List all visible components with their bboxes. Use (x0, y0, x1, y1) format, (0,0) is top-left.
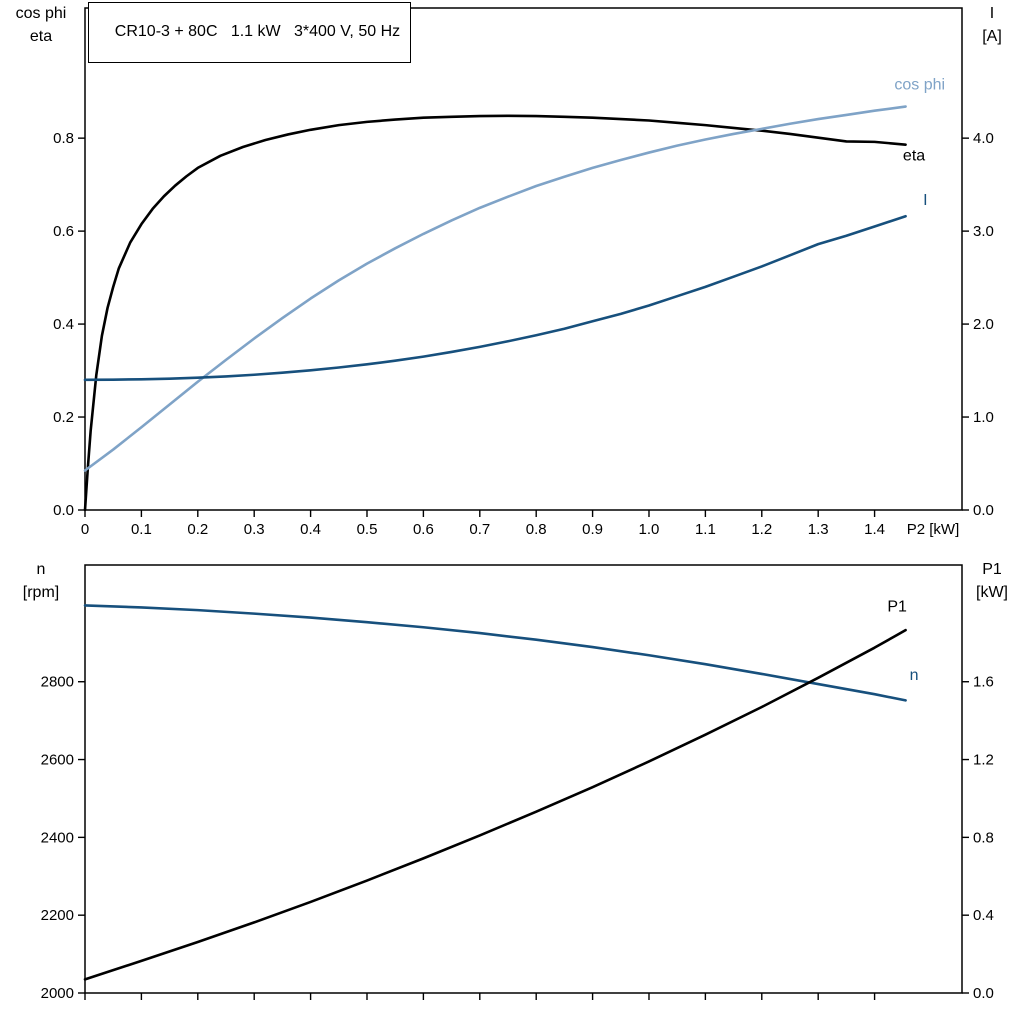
lower-left-axis-line1: n (36, 561, 46, 578)
upper-left-axis-label: cos phi eta (2, 2, 80, 48)
x-tick-label: 0.2 (187, 521, 208, 538)
series-cos_phi-curve (83, 105, 907, 472)
x-tick-label: 1.3 (808, 521, 829, 538)
series-eta-label: eta (903, 147, 925, 164)
left-tick-label: 0.4 (53, 316, 74, 333)
upper-chart-svg: 0 0.1 0.2 0.3 0.4 0.5 0.6 0.7 0.8 0.9 1.0 1.1 1.2 1.3… (53, 7, 994, 538)
x-tick-label: 1.0 (639, 521, 660, 538)
right-tick-label: 0.4 (973, 907, 994, 924)
series-cos_phi-label: cos phi (894, 76, 945, 93)
right-tick-label: 3.0 (973, 223, 994, 240)
lower-right-axis-label: P1 [kW] (964, 558, 1020, 604)
right-tick-label: 1.2 (973, 752, 994, 769)
left-tick-label: 2000 (41, 985, 74, 1002)
left-tick-label: 0.0 (53, 502, 74, 519)
series-I-label: I (923, 192, 927, 209)
x-tick-label: 0.6 (413, 521, 434, 538)
x-tick-label: 0.4 (300, 521, 321, 538)
x-tick-label: 1.1 (695, 521, 716, 538)
upper-right-axis-line2: [A] (982, 28, 1002, 45)
x-tick-label: 0.5 (357, 521, 378, 538)
plot-frame (84, 7, 963, 511)
plot-frame (84, 564, 963, 994)
right-tick-label: 4.0 (973, 130, 994, 147)
lower-right-axis-line1: P1 (982, 561, 1002, 578)
x-tick-label: 1.2 (751, 521, 772, 538)
lower-chart-svg: 2000 2200 2400 2600 2800 0.0 0.4 0.8 1.2 1.6 n P1 (41, 564, 994, 1002)
right-tick-label: 0.0 (973, 985, 994, 1002)
x-tick-label: 1.4 (864, 521, 885, 538)
x-axis-unit-label: P2 [kW] (907, 521, 960, 538)
series-P1-label: P1 (887, 599, 907, 616)
series-n-label: n (910, 667, 919, 684)
x-tick-label: 0 (81, 521, 89, 538)
left-tick-label: 0.2 (53, 409, 74, 426)
series-I-curve (83, 214, 907, 382)
upper-right-axis-label: I [A] (964, 2, 1020, 48)
right-tick-label: 2.0 (973, 316, 994, 333)
x-tick-label: 0.8 (526, 521, 547, 538)
left-tick-label: 0.8 (53, 130, 74, 147)
series-P1-curve (83, 628, 907, 981)
series-eta-curve (83, 114, 907, 512)
series-n-curve (83, 604, 907, 702)
x-tick-label: 0.1 (131, 521, 152, 538)
right-tick-label: 1.6 (973, 674, 994, 691)
left-tick-label: 0.6 (53, 223, 74, 240)
right-tick-label: 0.0 (973, 502, 994, 519)
right-tick-label: 1.0 (973, 409, 994, 426)
lower-left-axis-line2: [rpm] (22, 584, 60, 601)
left-tick-label: 2200 (41, 907, 74, 924)
chart-title: CR10-3 + 80C 1.1 kW 3*400 V, 50 Hz (114, 23, 401, 40)
left-tick-label: 2400 (41, 829, 74, 846)
left-tick-label: 2600 (41, 752, 74, 769)
left-tick-label: 2800 (41, 674, 74, 691)
right-tick-label: 0.8 (973, 829, 994, 846)
upper-right-axis-line1: I (989, 5, 995, 22)
upper-left-axis-line2: eta (29, 28, 53, 45)
x-tick-label: 0.3 (244, 521, 265, 538)
x-tick-label: 0.7 (469, 521, 490, 538)
lower-right-axis-line2: [kW] (976, 584, 1008, 601)
x-tick-label: 0.9 (582, 521, 603, 538)
lower-left-axis-label: n [rpm] (2, 558, 80, 604)
chart-title-box: CR10-3 + 80C 1.1 kW 3*400 V, 50 Hz (88, 2, 412, 63)
upper-left-axis-line1: cos phi (15, 5, 67, 22)
